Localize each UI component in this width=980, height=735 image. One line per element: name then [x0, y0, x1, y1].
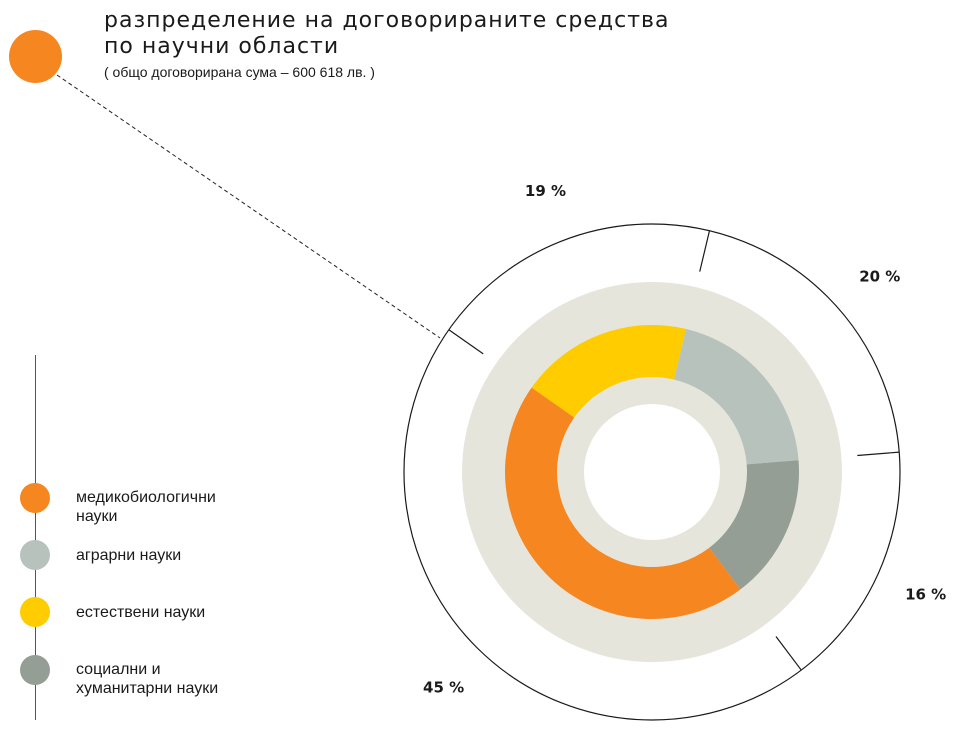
legend-line [35, 355, 36, 720]
percent-label-natural: 19 % [525, 182, 566, 200]
segment-agrarian [674, 329, 799, 465]
legend-dot-social [20, 655, 50, 685]
header-dot [9, 30, 62, 83]
chart-title-line2: по научни области [104, 34, 340, 59]
legend-dot-medical [20, 483, 50, 513]
outer-ring [403, 223, 901, 721]
percent-labels: 19 % 20 % 16 % 45 % [423, 182, 946, 696]
chart-title: разпределение на договорираните средства… [104, 8, 669, 60]
separator-0 [448, 329, 484, 355]
percent-label-agrarian: 20 % [859, 267, 900, 285]
segment-medical [505, 387, 741, 619]
donut-hole [584, 404, 720, 540]
donut-segments [505, 325, 799, 619]
separator-3 [775, 636, 802, 671]
segment-natural [531, 325, 687, 418]
legend-dot-agrarian [20, 540, 50, 570]
percent-label-social: 16 % [905, 585, 946, 603]
legend-label-medical: медикобиологични науки [76, 489, 216, 525]
separator-1 [699, 230, 711, 272]
legend-label-natural: естествени науки [76, 604, 206, 621]
percent-label-medical: 45 % [423, 678, 464, 696]
separator-2 [857, 451, 900, 457]
legend-dot-natural [20, 597, 50, 627]
legend-label-social: социални и хуманитарни науки [76, 661, 219, 697]
legend-label-agrarian: аграрни науки [76, 547, 182, 564]
chart-title-line1: разпределение на договорираните средства [104, 8, 670, 33]
leader-line [56, 74, 441, 339]
chart-subtitle: ( общо договорирана сума – 600 618 лв. ) [104, 64, 375, 80]
ring-separators [448, 230, 900, 671]
segment-social [709, 460, 799, 590]
